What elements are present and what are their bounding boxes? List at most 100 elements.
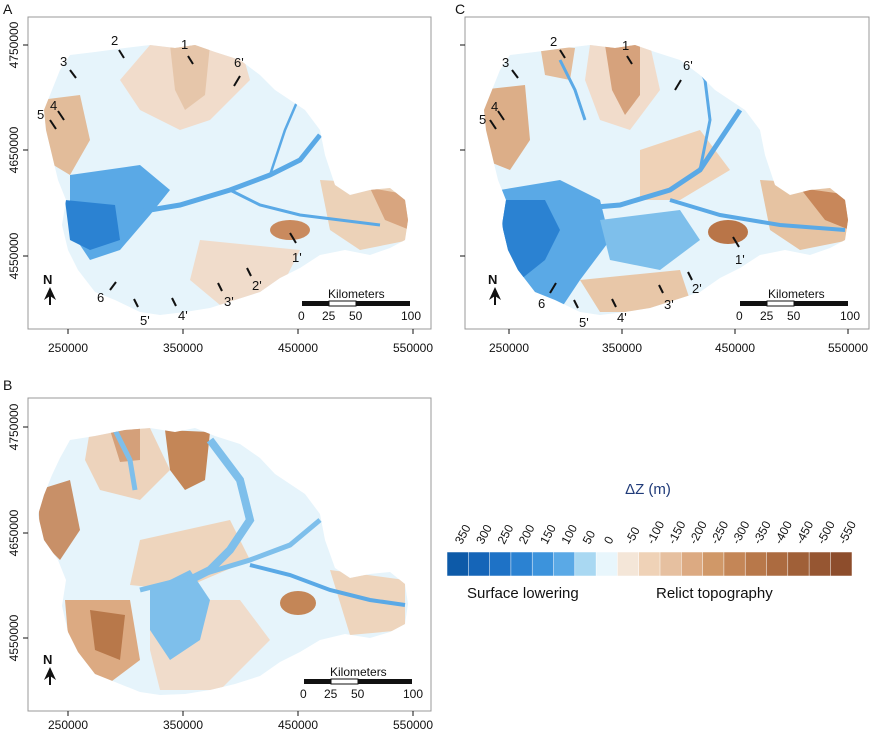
scale-seg-1	[302, 301, 329, 306]
profile-label-c-2: 2	[550, 34, 557, 49]
y-tick-label-b-2: 4650000	[7, 509, 21, 556]
map-b	[38, 428, 408, 695]
scale-label-a-25: 25	[322, 309, 336, 323]
panel-letter-b: B	[3, 377, 12, 393]
legend-swatch	[744, 551, 768, 577]
map-river-east-a	[229, 188, 381, 227]
map-river-east-b	[249, 563, 406, 607]
scale-seg-3	[356, 301, 410, 306]
legend-swatch	[787, 551, 810, 577]
profile-markers-c	[489, 49, 740, 309]
profile-label-a-4: 4	[50, 98, 57, 113]
map-relict-west-c	[484, 85, 530, 170]
scale-seg-3	[794, 301, 848, 306]
scale-bar-c: Kilometers 0 25 50 100	[736, 287, 860, 323]
profile-tick-3	[69, 69, 77, 79]
map-lowering-deep-c	[500, 200, 560, 280]
legend-tick-label: -450	[793, 518, 817, 546]
legend-swatch	[510, 551, 533, 577]
y-tick-label-a-3: 4550000	[7, 232, 21, 279]
profile-tick-c-4p	[611, 298, 617, 308]
profile-label-a-6: 6	[97, 290, 104, 305]
north-arrow-c: N	[488, 272, 501, 305]
legend-tick-label: 250	[495, 522, 517, 547]
legend-swatch	[638, 551, 661, 577]
profile-label-a-5: 5	[37, 107, 44, 122]
legend-tick-label: -250	[708, 518, 732, 546]
x-tick-label-a-2: 350000	[163, 341, 203, 355]
profile-label-c-1p: 1'	[735, 252, 745, 267]
map-river-east-c	[669, 198, 846, 232]
profile-tick-6p	[233, 75, 241, 87]
map-c	[484, 45, 848, 315]
map-relict-swpeak-b	[90, 610, 125, 660]
legend-swatch	[595, 551, 618, 577]
legend-swatches	[446, 551, 853, 577]
profile-label-a-2p: 2'	[252, 278, 262, 293]
y-tick-label-b-3: 4550000	[7, 614, 21, 661]
profile-tick-2p	[246, 267, 252, 277]
x-tick-label-c-1: 250000	[489, 341, 529, 355]
x-axis-c: 250000 350000 450000 550000	[489, 329, 868, 355]
profile-label-a-4p: 4'	[178, 308, 188, 323]
legend-tick-label: -500	[814, 518, 838, 546]
profile-tick-c-5p	[573, 299, 579, 309]
scale-label-b-25: 25	[324, 687, 338, 701]
profile-label-c-6p: 6'	[683, 58, 693, 73]
map-relict-eastpeak-a	[370, 188, 408, 230]
profile-tick-5	[49, 119, 57, 130]
scale-title-c: Kilometers	[768, 287, 825, 301]
legend-swatch	[617, 551, 640, 577]
map-relict-east-b	[330, 570, 405, 635]
y-axis-a: 4750000 4650000 4550000	[7, 21, 28, 279]
legend-swatch	[574, 551, 597, 577]
scale-seg-3	[358, 679, 412, 684]
profile-label-a-1p: 1'	[292, 250, 302, 265]
y-tick-label-b-1: 4750000	[7, 403, 21, 450]
x-tick-label-b-4: 550000	[393, 718, 433, 731]
legend-tick-label: 100	[558, 522, 580, 547]
profile-label-a-1: 1	[181, 37, 188, 52]
profile-label-a-6p: 6'	[234, 55, 244, 70]
map-river-main-b	[139, 518, 322, 593]
legend-swatch	[468, 551, 491, 577]
legend-caption-lowering: Surface lowering	[467, 585, 579, 602]
y-tick-label-a-2: 4650000	[7, 126, 21, 173]
scale-label-b-100: 100	[403, 687, 423, 701]
map-relict-south-c	[580, 270, 690, 312]
map-relict-central-b	[130, 520, 250, 590]
legend-tick-label: -200	[686, 518, 710, 546]
legend-tick-label: -150	[665, 518, 689, 546]
map-relict-peak-a	[170, 45, 210, 110]
profile-tick-5p	[133, 298, 139, 308]
legend-swatch	[766, 551, 789, 577]
scale-seg-2	[328, 300, 357, 307]
scale-label-b-50: 50	[351, 687, 365, 701]
legend-tick-label: -350	[750, 518, 774, 546]
map-river-main-a	[119, 133, 322, 218]
legend-swatch	[553, 551, 576, 577]
scale-label-c-50: 50	[787, 309, 801, 323]
map-relict-nw-b	[85, 428, 170, 500]
scale-label-c-25: 25	[760, 309, 774, 323]
legend-swatch	[659, 551, 682, 577]
north-arrow-b: N	[43, 652, 56, 685]
frame-b	[27, 397, 432, 712]
profile-tick-2	[118, 49, 125, 59]
legend: ΔZ (m) 350 300 250 200 150 100 50 0 -50 -100-150-…	[446, 481, 859, 602]
profile-label-c-3: 3	[502, 55, 509, 70]
map-river-main-c	[559, 108, 743, 213]
scale-seg-2	[330, 678, 359, 685]
profile-tick-c-1	[626, 55, 633, 65]
profile-label-c-4p: 4'	[617, 310, 627, 325]
y-axis-b: 4750000 4650000 4550000	[7, 403, 28, 661]
legend-tick-label: 350	[452, 522, 474, 547]
legend-tick-label: 50	[580, 528, 599, 547]
profile-label-c-5p: 5'	[579, 315, 589, 330]
map-relict-hill-c	[708, 220, 748, 244]
profile-labels-c: 1 2 3 4 5 6' 1' 2' 3' 4' 5' 6	[479, 34, 745, 330]
profile-label-a-3p: 3'	[224, 294, 234, 309]
north-label-b: N	[43, 652, 52, 667]
frame-a	[27, 16, 432, 330]
legend-swatch	[531, 551, 555, 577]
